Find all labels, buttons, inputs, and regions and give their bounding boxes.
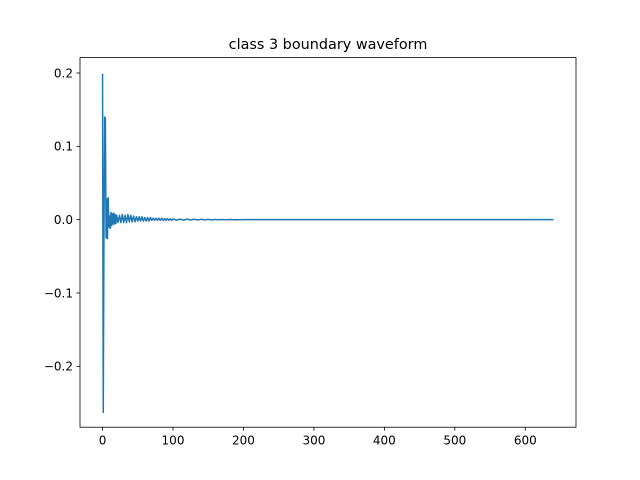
x-tick-label: 600 — [514, 434, 537, 448]
chart-title: class 3 boundary waveform — [229, 37, 428, 53]
x-tick-label: 200 — [232, 434, 255, 448]
x-tick-label: 400 — [373, 434, 396, 448]
y-tick-label: 0.1 — [54, 140, 73, 154]
y-tick-label: −0.1 — [44, 286, 73, 300]
series-layer — [101, 73, 554, 414]
y-axis: −0.2 −0.1 0.0 0.1 0.2 — [44, 66, 80, 374]
series-line-1 — [101, 73, 554, 414]
x-tick-label: 100 — [162, 434, 185, 448]
axes-frame — [79, 57, 577, 428]
y-tick-label: −0.2 — [44, 360, 73, 374]
plot-area — [79, 57, 577, 428]
x-tick-label: 300 — [302, 434, 325, 448]
x-tick-label: 0 — [99, 434, 107, 448]
y-tick-label: 0.2 — [54, 66, 73, 80]
y-tick-label: 0.0 — [54, 213, 73, 227]
x-tick-label: 500 — [443, 434, 466, 448]
x-axis: 0 100 200 300 400 500 600 — [99, 427, 537, 448]
